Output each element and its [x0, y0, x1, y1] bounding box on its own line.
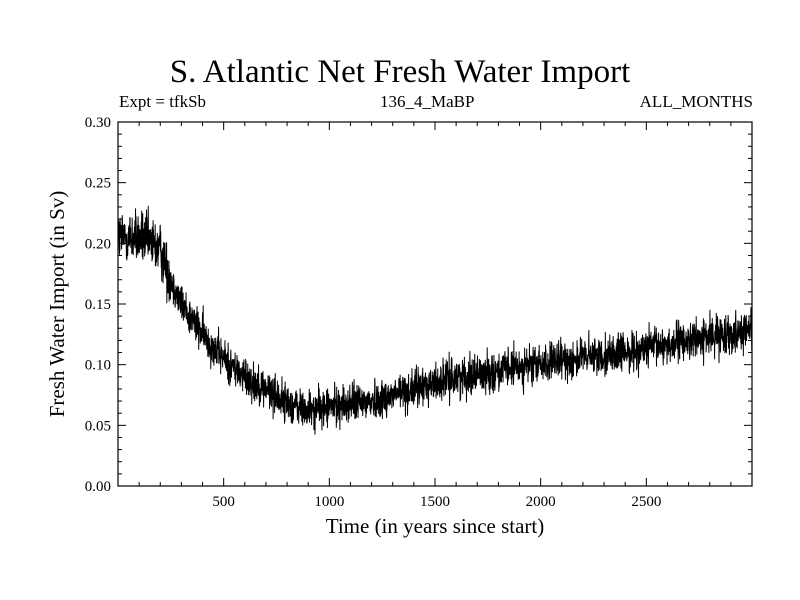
y-tick-label: 0.00 [85, 479, 111, 495]
x-tick-label: 500 [212, 494, 235, 510]
plot-frame [117, 121, 753, 487]
y-axis-title: Fresh Water Import (in Sv) [45, 191, 69, 418]
y-tick-label: 0.10 [85, 358, 111, 374]
y-tick-label: 0.05 [85, 418, 111, 434]
x-tick-label: 2500 [631, 494, 661, 510]
series-layer [117, 205, 753, 435]
y-tick-label: 0.25 [85, 176, 111, 192]
x-tick-label: 1500 [420, 494, 450, 510]
x-tick-label: 2000 [526, 494, 556, 510]
experiment-label: Expt = tfkSb [119, 92, 207, 111]
series-line-0 [117, 205, 753, 435]
x-tick-label: 1000 [314, 494, 344, 510]
y-tick-label: 0.15 [85, 297, 111, 313]
axes-layer: 500 1000 1500 2000 2500 0.00 0.05 0.10 0.15 0.20 0… [85, 115, 752, 510]
months-label: ALL_MONTHS [639, 92, 753, 111]
period-label: 136_4_MaBP [380, 92, 475, 111]
chart-title: S. Atlantic Net Fresh Water Import [169, 54, 631, 90]
y-tick-label: 0.20 [85, 236, 111, 252]
x-axis-title: Time (in years since start) [326, 514, 545, 538]
y-tick-label: 0.30 [85, 115, 111, 131]
